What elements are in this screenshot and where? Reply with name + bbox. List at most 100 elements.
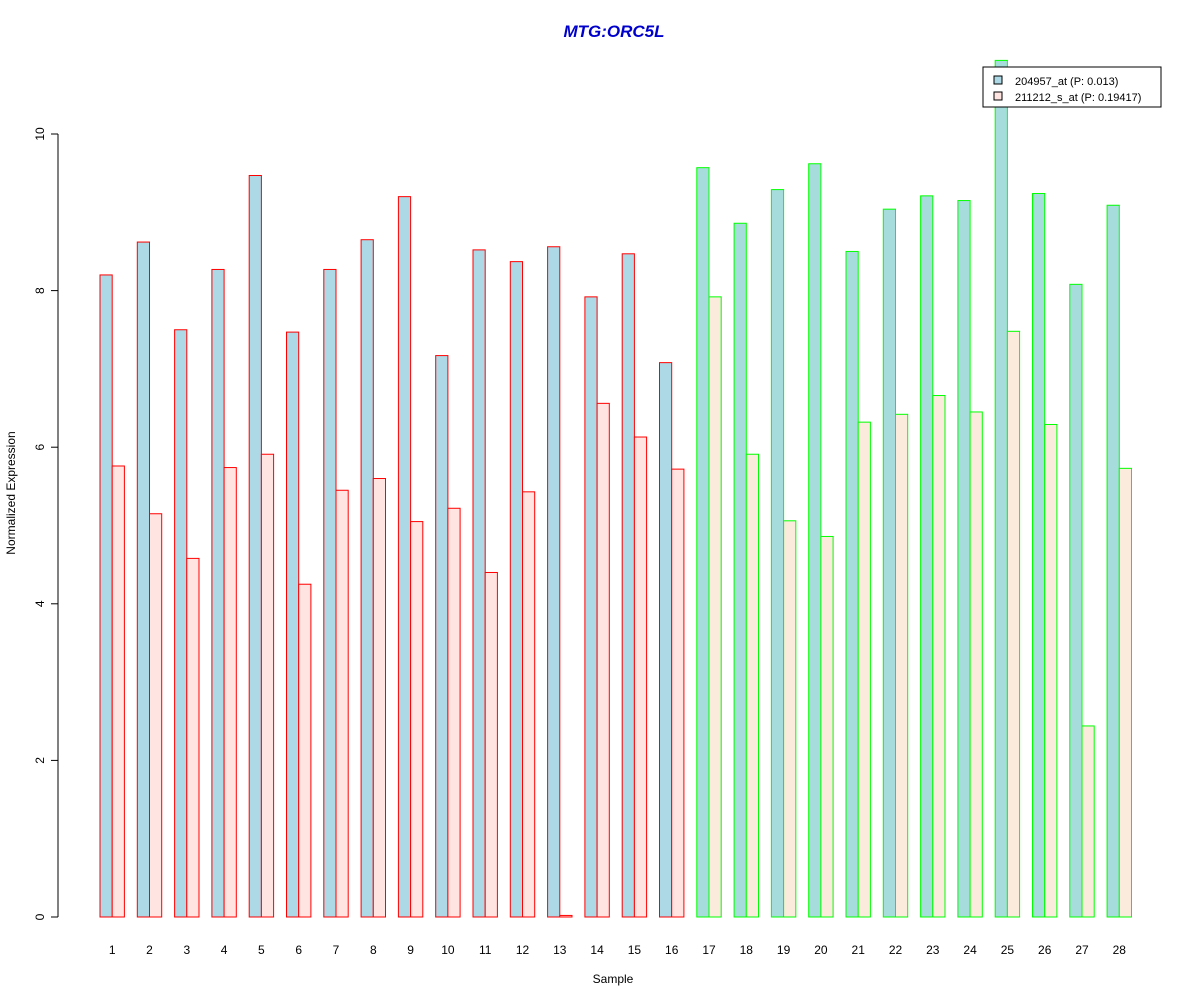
x-tick-label: 15 <box>628 943 642 957</box>
bar-sample-3-series-2 <box>186 557 200 918</box>
y-tick-label: 10 <box>33 127 47 141</box>
bar-sample-18-series-2 <box>745 453 759 918</box>
y-tick-label: 2 <box>33 757 47 764</box>
legend-swatch-series-1 <box>993 75 1003 85</box>
legend: 204957_at (P: 0.013) 211212_s_at (P: 0.1… <box>982 66 1162 108</box>
legend-swatch-series-2 <box>993 91 1003 101</box>
bar-sample-12-series-1 <box>509 261 523 918</box>
x-tick-label: 21 <box>852 943 866 957</box>
x-tick-label: 5 <box>258 943 265 957</box>
bar-sample-8-series-1 <box>360 239 374 918</box>
y-tick-label: 8 <box>33 287 47 294</box>
bar-sample-2-series-1 <box>136 241 151 918</box>
bar-sample-9-series-1 <box>397 196 412 918</box>
x-tick-label: 12 <box>516 943 530 957</box>
x-tick-label: 20 <box>814 943 828 957</box>
legend-label-series-2: 211212_s_at (P: 0.19417) <box>1015 92 1141 104</box>
bar-sample-16-series-2 <box>671 468 685 918</box>
x-tick-label: 25 <box>1001 943 1015 957</box>
bar-sample-14-series-1 <box>584 296 598 918</box>
bar-sample-24-series-2 <box>969 411 983 918</box>
bar-sample-20-series-1 <box>808 163 822 918</box>
bar-sample-1-series-2 <box>111 465 125 918</box>
bar-sample-4-series-2 <box>223 467 237 918</box>
y-tick-label: 0 <box>33 913 47 920</box>
x-tick-label: 8 <box>370 943 377 957</box>
bar-sample-28-series-2 <box>1118 467 1133 918</box>
y-axis: 0 2 4 6 8 10 <box>33 127 59 920</box>
x-tick-label: 11 <box>479 943 492 957</box>
bar-sample-6-series-1 <box>286 331 300 918</box>
bar-sample-17-series-1 <box>696 167 710 918</box>
x-tick-label: 22 <box>889 943 903 957</box>
x-tick-label: 9 <box>407 943 414 957</box>
bar-sample-25-series-1 <box>994 59 1008 918</box>
bar-sample-14-series-2 <box>596 402 610 918</box>
x-tick-label: 17 <box>702 943 716 957</box>
bar-sample-9-series-2 <box>410 521 424 918</box>
bar-sample-19-series-2 <box>783 520 797 918</box>
legend-box <box>982 66 1162 108</box>
bar-sample-19-series-1 <box>770 189 785 918</box>
x-tick-label: 7 <box>333 943 340 957</box>
bar-sample-1-series-1 <box>99 274 113 918</box>
bar-sample-17-series-2 <box>708 296 722 918</box>
bar-sample-13-series-1 <box>547 246 561 918</box>
bar-sample-27-series-1 <box>1069 283 1083 918</box>
bar-sample-8-series-2 <box>372 478 386 918</box>
bar-sample-23-series-2 <box>932 395 946 918</box>
x-tick-label: 19 <box>777 943 791 957</box>
bar-sample-3-series-1 <box>174 329 188 918</box>
bar-sample-12-series-2 <box>522 491 536 918</box>
bar-sample-22-series-1 <box>882 208 896 918</box>
bar-sample-11-series-1 <box>472 249 486 918</box>
bar-sample-10-series-2 <box>447 507 461 918</box>
y-axis-label: Normalized Expression <box>4 431 18 554</box>
bar-sample-5-series-2 <box>260 453 275 918</box>
bar-sample-16-series-1 <box>659 362 673 918</box>
bar-sample-22-series-2 <box>895 413 909 918</box>
x-tick-label: 28 <box>1113 943 1127 957</box>
bar-sample-2-series-2 <box>149 513 163 918</box>
bar-sample-25-series-2 <box>1006 330 1021 918</box>
bar-sample-11-series-2 <box>484 571 498 918</box>
x-tick-label: 3 <box>183 943 190 957</box>
bar-sample-6-series-2 <box>298 583 312 918</box>
bar-sample-13-series-2 <box>559 914 573 918</box>
y-tick-label: 6 <box>33 444 47 451</box>
bar-sample-7-series-1 <box>323 268 337 918</box>
bar-sample-18-series-1 <box>733 222 747 918</box>
x-tick-label: 10 <box>441 943 455 957</box>
bar-sample-21-series-2 <box>857 421 871 918</box>
bar-sample-24-series-1 <box>957 200 971 918</box>
bar-sample-15-series-1 <box>621 253 635 918</box>
x-tick-label: 18 <box>740 943 754 957</box>
x-tick-label: 1 <box>109 943 116 957</box>
y-tick-label: 4 <box>33 600 47 607</box>
x-tick-label: 6 <box>295 943 302 957</box>
x-tick-label: 23 <box>926 943 940 957</box>
bars <box>99 59 1133 918</box>
x-tick-label: 24 <box>963 943 977 957</box>
chart-title: MTG:ORC5L <box>563 22 664 41</box>
x-tick-label: 16 <box>665 943 679 957</box>
x-tick-label: 4 <box>221 943 228 957</box>
x-axis-tick-labels: 1 2 3 4 5 6 7 8 9 10 11 12 13 14 15 16 17 18 19 20 21 22 23 24 2… <box>109 943 1126 957</box>
bar-sample-27-series-2 <box>1081 725 1095 918</box>
bar-sample-26-series-1 <box>1032 193 1046 918</box>
x-tick-label: 2 <box>146 943 153 957</box>
bar-sample-4-series-1 <box>211 268 225 918</box>
x-tick-label: 27 <box>1075 943 1089 957</box>
bar-sample-10-series-1 <box>435 355 449 918</box>
bar-sample-23-series-1 <box>920 195 934 918</box>
bar-sample-28-series-1 <box>1106 204 1120 918</box>
bar-sample-15-series-2 <box>633 436 648 918</box>
x-tick-label: 14 <box>590 943 604 957</box>
x-tick-label: 13 <box>553 943 567 957</box>
bar-sample-20-series-2 <box>820 535 834 918</box>
x-tick-label: 26 <box>1038 943 1052 957</box>
bar-sample-5-series-1 <box>248 174 262 918</box>
bar-sample-21-series-1 <box>845 250 859 918</box>
bar-sample-7-series-2 <box>335 489 349 918</box>
